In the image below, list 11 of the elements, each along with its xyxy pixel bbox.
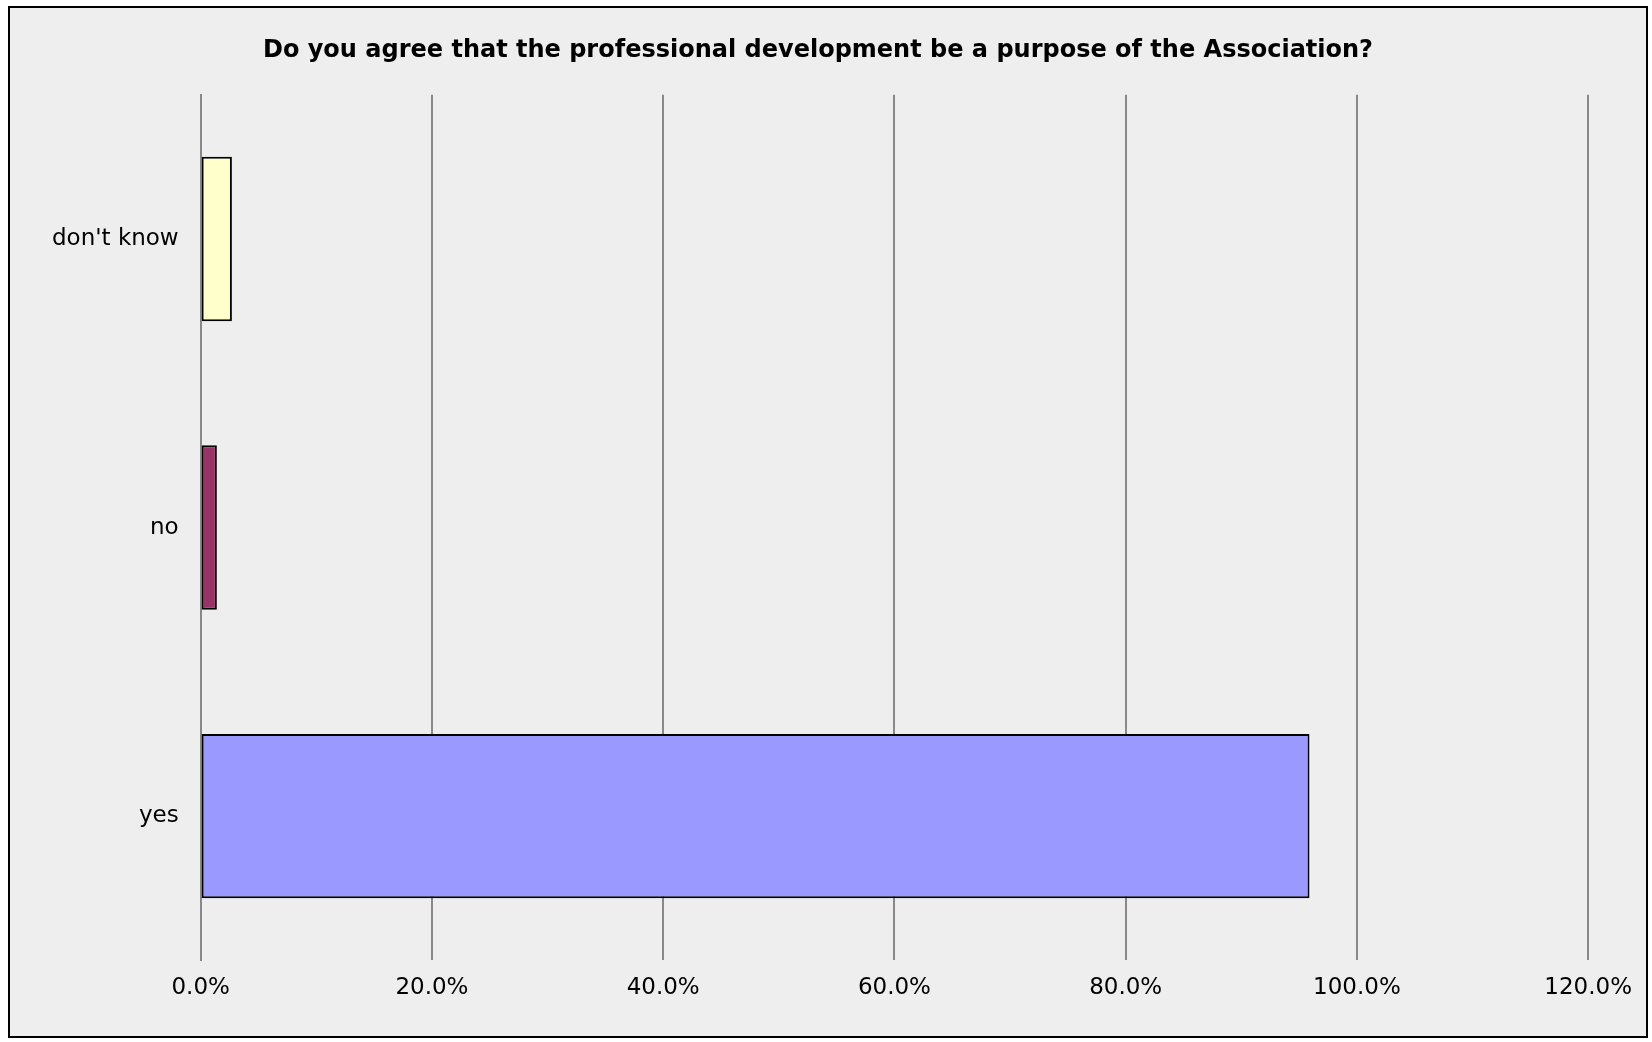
y-tick-label: no xyxy=(150,512,179,539)
x-tick-label: 20.0% xyxy=(395,973,469,1000)
y-tick-label: yes xyxy=(138,801,179,828)
x-tick-label: 100.0% xyxy=(1313,973,1401,1000)
chart-title: Do you agree that the professional development be a purpose of the Association? xyxy=(262,34,1374,63)
x-tick-label: 0.0% xyxy=(171,973,230,1000)
x-tick-label: 120.0% xyxy=(1544,973,1632,1000)
x-tick-label: 60.0% xyxy=(857,973,931,1000)
y-tick-label: don't know xyxy=(51,224,179,251)
x-tick-label: 40.0% xyxy=(626,973,700,1000)
x-tick-label: 80.0% xyxy=(1089,973,1163,1000)
